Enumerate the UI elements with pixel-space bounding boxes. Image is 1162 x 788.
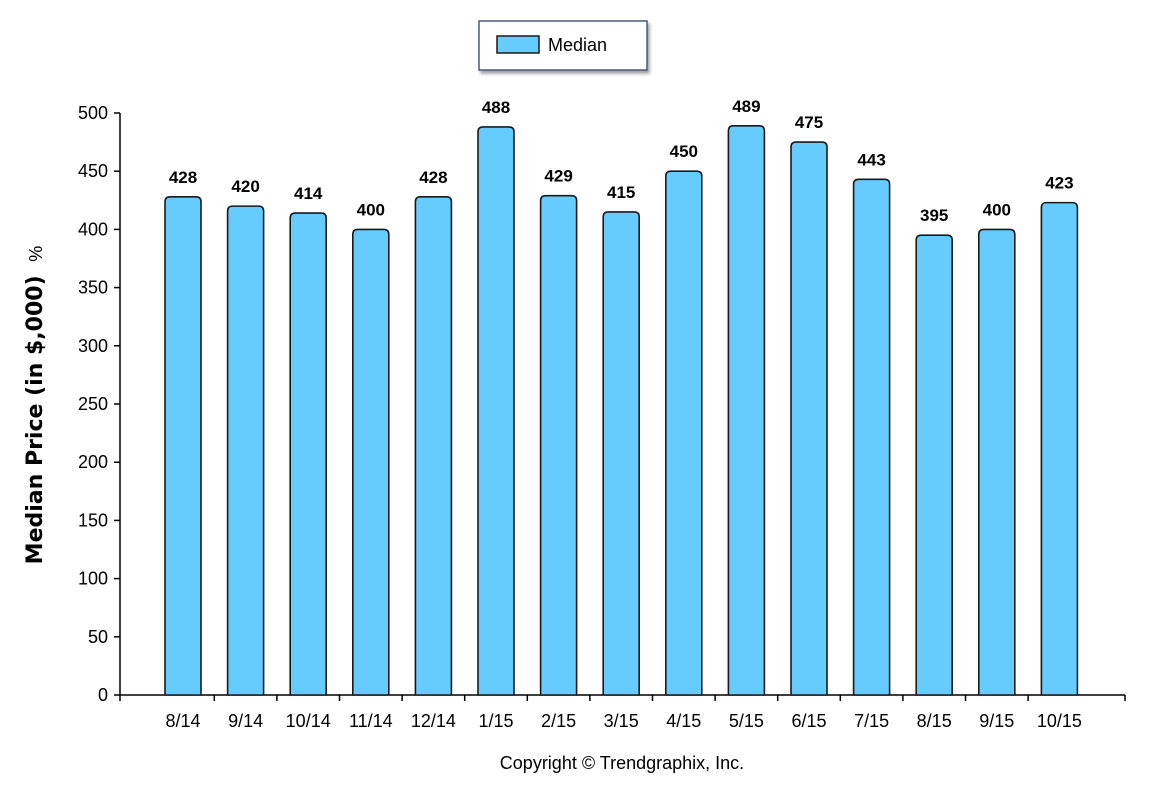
y-tick-label: 500 — [78, 103, 108, 123]
bars — [164, 125, 1079, 696]
bar-9/14 — [226, 205, 265, 696]
bar-5/15 — [727, 125, 766, 696]
data-label-2/15: 429 — [544, 167, 572, 186]
y-tick-label: 150 — [78, 510, 108, 530]
data-label-4/15: 450 — [670, 142, 698, 161]
data-label-1/15: 488 — [482, 98, 510, 117]
data-label-11/14: 400 — [357, 200, 385, 219]
x-tick-label-1/15: 1/15 — [478, 711, 513, 731]
x-tick-label-2/15: 2/15 — [541, 711, 576, 731]
data-label-12/14: 428 — [419, 168, 447, 187]
x-tick-label-8/15: 8/15 — [917, 711, 952, 731]
y-tick-label: 0 — [98, 685, 108, 705]
y-axis-title-text: Median Price (in $,000) — [23, 275, 48, 564]
x-tick-label-12/14: 12/14 — [411, 711, 456, 731]
copyright-text: Copyright © Trendgraphix, Inc. — [500, 753, 744, 773]
y-tick-label: 200 — [78, 452, 108, 472]
y-tick-label: 450 — [78, 161, 108, 181]
bar-3/15 — [602, 211, 640, 696]
bar-2/15 — [539, 194, 578, 696]
y-axis-title-group: Median Price (in $,000) % — [23, 246, 48, 565]
y-tick-label: 50 — [88, 627, 108, 647]
bar-7/15 — [852, 178, 891, 696]
x-tick-label-11/14: 11/14 — [349, 711, 393, 731]
data-label-8/15: 395 — [920, 206, 948, 225]
x-tick-label-9/14: 9/14 — [228, 711, 263, 731]
y-tick-label: 250 — [78, 394, 108, 414]
x-tick-label-5/15: 5/15 — [729, 711, 764, 731]
data-label-10/14: 414 — [294, 184, 323, 203]
bar-1/15 — [477, 126, 515, 696]
data-label-10/15: 423 — [1045, 174, 1073, 193]
bar-8/15 — [915, 234, 953, 696]
bar-6/15 — [790, 141, 828, 696]
x-tick-label-3/15: 3/15 — [604, 711, 639, 731]
bar-10/14 — [289, 212, 327, 696]
legend-label-median: Median — [548, 35, 607, 55]
y-axis-title: Median Price (in $,000) % — [23, 246, 48, 565]
bar-8/14 — [164, 196, 202, 696]
legend-swatch-median — [496, 35, 540, 54]
data-label-8/14: 428 — [169, 168, 197, 187]
bar-11/14 — [352, 228, 390, 696]
data-label-6/15: 475 — [795, 113, 823, 132]
data-label-5/15: 489 — [732, 97, 760, 116]
legend: Median — [478, 20, 648, 71]
x-tick-label-4/15: 4/15 — [666, 711, 701, 731]
data-label-7/15: 443 — [857, 150, 885, 169]
y-tick-label: 300 — [78, 336, 108, 356]
x-tick-label-10/14: 10/14 — [286, 711, 331, 731]
y-axis-ticks: 0 50 100 150 200 250 300 350 400 450 500 — [78, 103, 120, 705]
y-tick-label: 400 — [78, 219, 108, 239]
y-axis-title-unit: % — [26, 246, 46, 262]
data-labels: 428 420 414 400 428 488 429 415 450 489 475 443 395 4… — [169, 97, 1074, 225]
x-tick-label-6/15: 6/15 — [791, 711, 826, 731]
x-tick-label-7/15: 7/15 — [854, 711, 889, 731]
data-label-9/14: 420 — [231, 177, 259, 196]
y-tick-label: 350 — [78, 278, 108, 298]
x-tick-label-8/14: 8/14 — [165, 711, 200, 731]
bar-10/15 — [1040, 201, 1079, 696]
bar-4/15 — [665, 170, 703, 696]
x-tick-label-10/15: 10/15 — [1037, 711, 1082, 731]
bar-9/15 — [978, 228, 1016, 696]
data-label-9/15: 400 — [983, 200, 1011, 219]
x-axis-labels: 8/14 9/14 10/14 11/14 12/14 1/15 2/15 3/15 4/15 5… — [165, 711, 1081, 731]
data-label-3/15: 415 — [607, 183, 635, 202]
y-tick-label: 100 — [78, 569, 108, 589]
bar-12/14 — [414, 196, 453, 696]
x-tick-label-9/15: 9/15 — [979, 711, 1014, 731]
